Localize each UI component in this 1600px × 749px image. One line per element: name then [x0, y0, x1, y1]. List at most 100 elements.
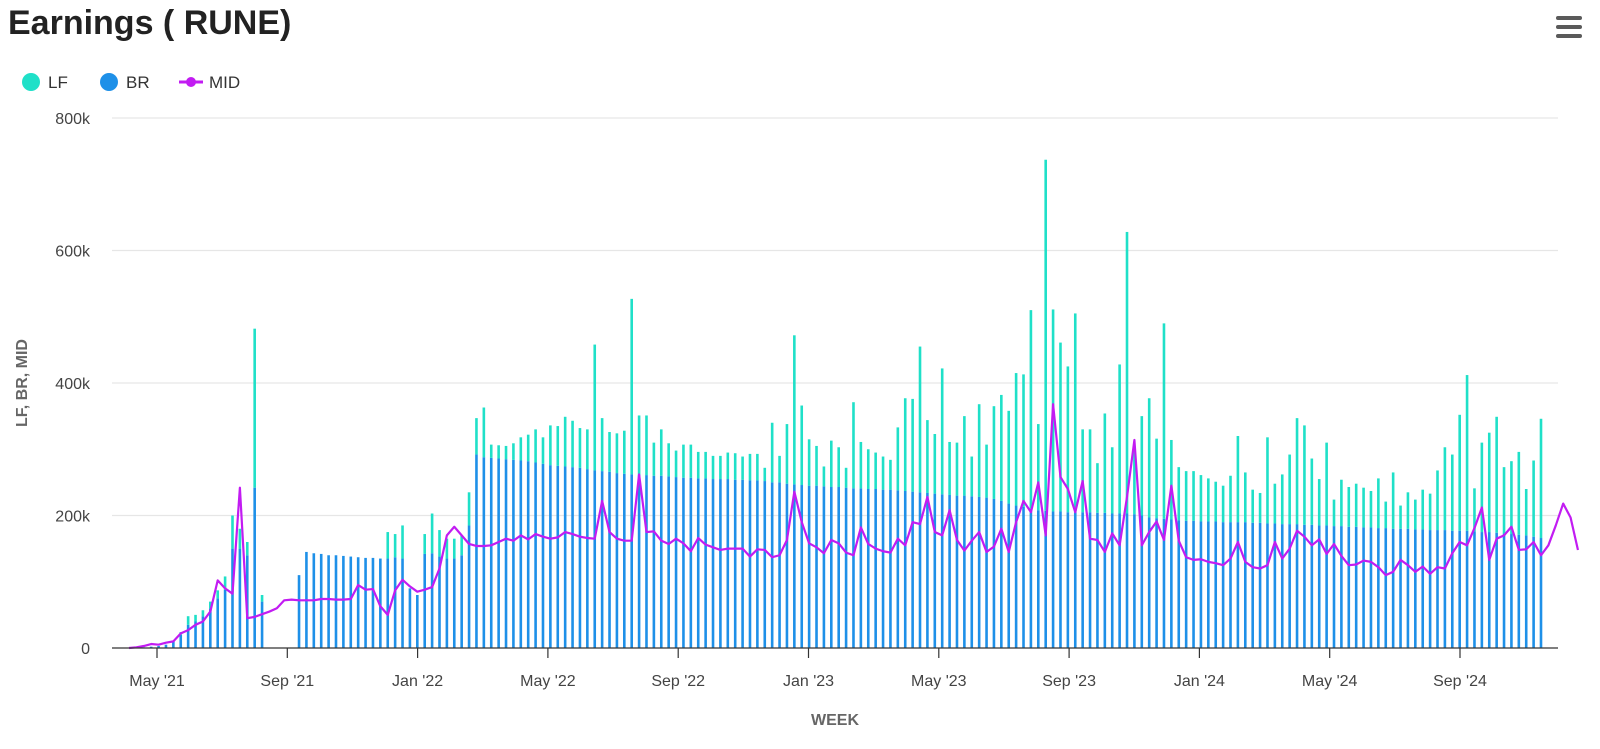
bar-br	[1369, 527, 1373, 648]
bar-br	[896, 490, 900, 648]
bar-br	[1229, 522, 1232, 648]
bar-lf	[645, 415, 648, 476]
hamburger-menu-icon[interactable]	[1556, 16, 1582, 38]
bar-br	[1029, 508, 1033, 648]
bar-lf	[1310, 458, 1314, 525]
bar-lf	[260, 595, 264, 602]
bar-br	[1199, 521, 1203, 648]
x-tick-label: Jan '22	[392, 673, 443, 690]
bar-lf	[756, 453, 759, 481]
bar-br	[822, 486, 826, 648]
bar-lf	[615, 433, 619, 474]
bar-lf	[526, 434, 530, 462]
legend-item-br[interactable]: BR	[100, 70, 160, 94]
bar-lf	[1539, 418, 1543, 539]
bar-lf	[844, 467, 848, 488]
bar-br	[1384, 528, 1388, 648]
y-tick-label: 200k	[55, 509, 91, 526]
line-series	[128, 403, 1580, 650]
bar-lf	[763, 467, 767, 482]
y-tick-label: 600k	[55, 244, 91, 261]
bar-lf	[1096, 463, 1099, 513]
bar-br	[608, 471, 611, 648]
bar-br	[667, 476, 670, 648]
bar-br	[1354, 526, 1358, 648]
legend-item-lf[interactable]: LF	[20, 70, 80, 94]
bar-br	[748, 480, 752, 648]
bar-lf	[1295, 418, 1299, 525]
bar-br	[1288, 524, 1291, 648]
bar-lf	[549, 425, 552, 466]
y-tick-label: 0	[81, 641, 90, 658]
bar-br	[770, 482, 774, 648]
bar-br	[460, 555, 463, 648]
bar-br	[519, 460, 523, 648]
bar-br	[1266, 523, 1269, 648]
bar-br	[1214, 521, 1218, 648]
bar-br	[238, 548, 242, 648]
bar-br	[1073, 512, 1077, 648]
bar-br	[1502, 533, 1506, 648]
bar-br	[852, 488, 855, 648]
bar-br	[977, 496, 981, 648]
bar-br	[778, 482, 781, 648]
bar-lf	[852, 402, 855, 489]
bar-lf	[1000, 394, 1003, 501]
bar-br	[549, 465, 552, 648]
bar-br	[793, 484, 796, 648]
bar-br	[1088, 512, 1092, 648]
bar-lf	[578, 428, 582, 468]
bar-br	[623, 473, 626, 648]
bar-lf	[778, 455, 781, 483]
bar-br	[253, 487, 256, 648]
bar-lf	[623, 430, 626, 474]
bar-br	[563, 466, 567, 648]
bar-br	[992, 498, 996, 648]
bar-lf	[1377, 478, 1380, 529]
bar-br	[393, 557, 397, 648]
bar-lf	[1332, 499, 1336, 527]
bar-lf	[1414, 499, 1417, 530]
bar-br	[497, 458, 500, 648]
bar-br	[1051, 511, 1055, 648]
bar-lf	[1443, 447, 1447, 531]
bar-br	[379, 558, 382, 648]
bar-br	[526, 461, 530, 648]
bar-br	[645, 475, 648, 648]
legend-item-mid[interactable]: MID	[178, 70, 268, 94]
bar-br	[445, 558, 449, 648]
legend-label-br: BR	[126, 73, 150, 92]
bar-br	[172, 641, 175, 648]
bar-lf	[519, 437, 523, 461]
bar-br	[630, 474, 634, 648]
bar-lf	[1340, 479, 1343, 527]
bar-br	[1347, 526, 1351, 648]
bar-br	[1170, 519, 1173, 648]
bar-lf	[822, 466, 826, 487]
bar-lf	[977, 404, 981, 497]
bar-br	[955, 495, 959, 648]
bar-lf	[719, 455, 722, 480]
bar-lf	[430, 513, 434, 554]
x-tick-label: Sep '21	[260, 673, 314, 690]
bar-lf	[393, 534, 397, 558]
bar-br	[785, 483, 789, 648]
axes: 0 200k 400k 600k 800k May '21 Sep '21 Jan '22 Ma…	[55, 111, 1558, 690]
bar-lf	[1044, 159, 1047, 511]
x-tick-label: May '24	[1302, 673, 1358, 690]
bar-lf	[1147, 398, 1151, 518]
bar-lf	[1007, 410, 1011, 504]
bar-br	[260, 601, 264, 648]
bar-lf	[586, 429, 589, 470]
bar-lf	[223, 576, 227, 590]
bar-lf	[874, 452, 877, 489]
bar-br	[1280, 524, 1284, 648]
bar-lf	[1280, 474, 1284, 525]
bar-br	[297, 575, 301, 648]
bar-br	[1177, 520, 1181, 648]
bar-lf	[1421, 489, 1425, 530]
bar-lf	[201, 610, 205, 617]
bar-lf	[1110, 447, 1114, 514]
bar-lf	[1177, 467, 1181, 521]
bar-br	[1059, 511, 1062, 648]
